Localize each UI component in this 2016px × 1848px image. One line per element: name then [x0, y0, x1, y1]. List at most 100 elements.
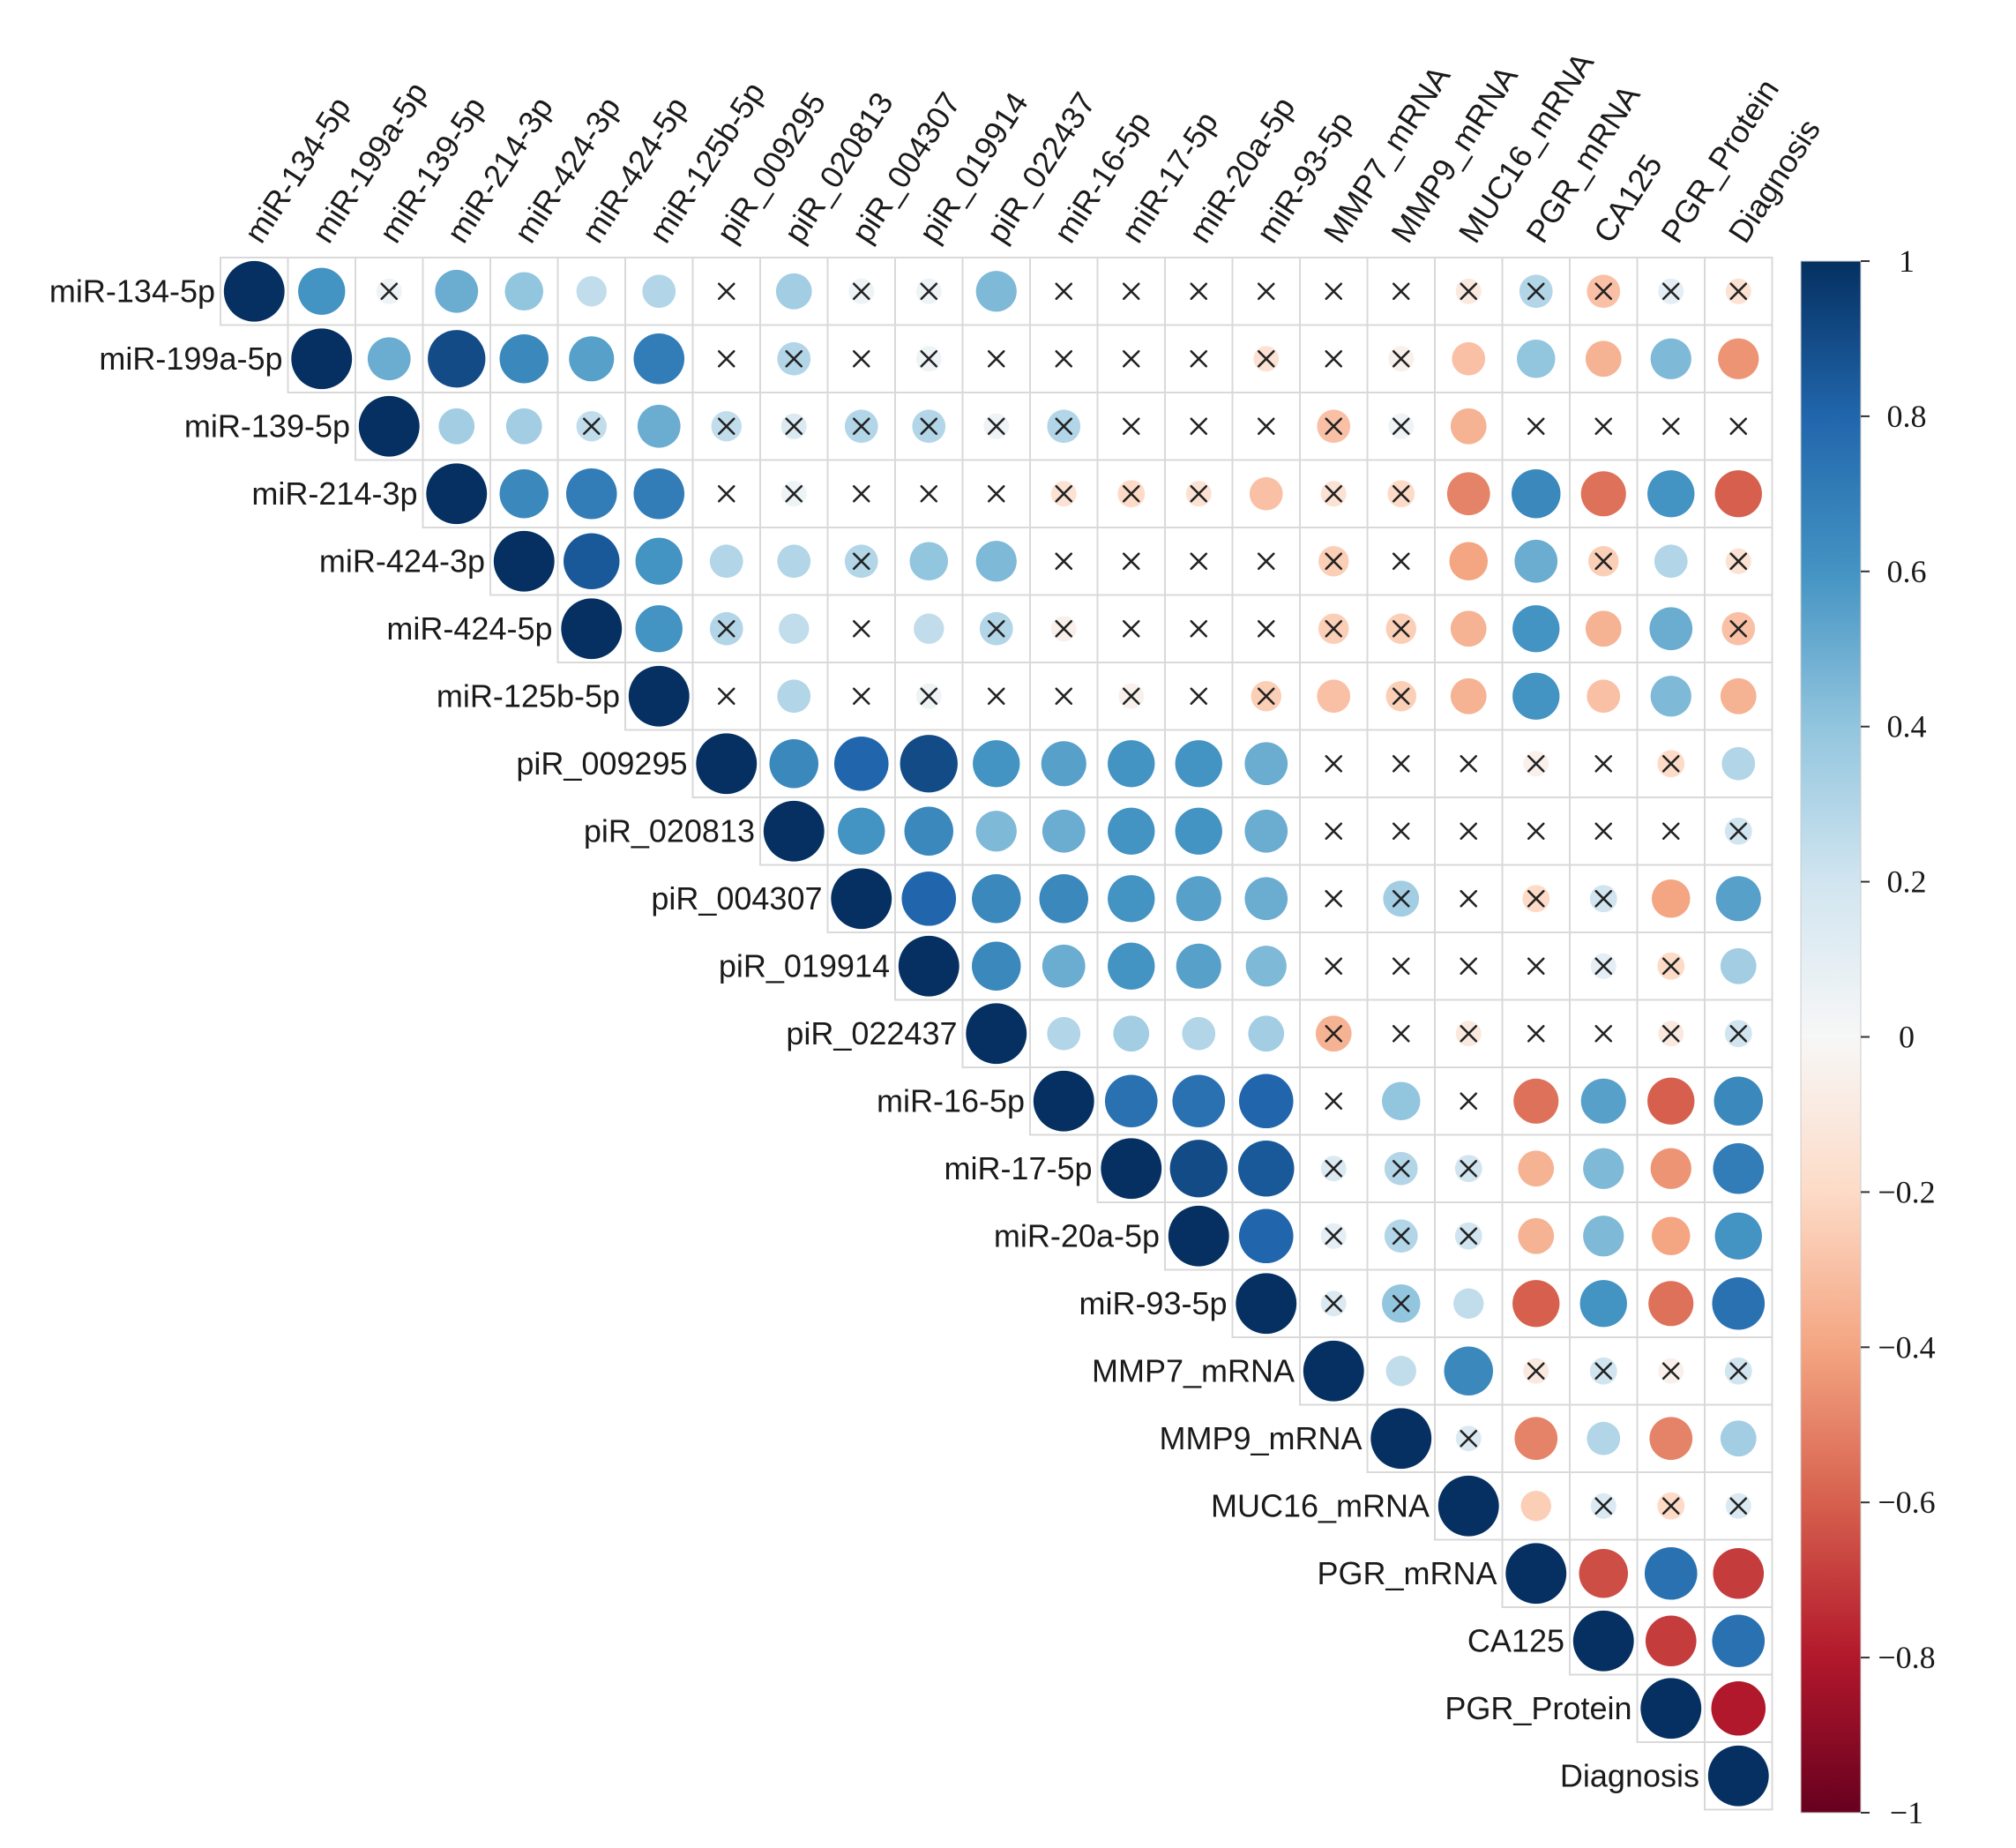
- cell-miR-139-5p-miR-424-3p: [489, 392, 559, 461]
- non-significant-cross-icon: [1055, 552, 1073, 571]
- correlation-circle: [1649, 607, 1693, 651]
- non-significant-cross-icon: [717, 687, 735, 706]
- cell-miR-125b-5p-miR-125b-5p: [624, 662, 694, 731]
- correlation-circle: [973, 740, 1020, 788]
- non-significant-cross-icon: [1392, 889, 1410, 908]
- non-significant-cross-icon: [1325, 282, 1343, 301]
- cell-miR-17-5p-Diagnosis: [1704, 1133, 1773, 1203]
- non-significant-cross-icon: [1190, 417, 1208, 436]
- correlation-circle: [1512, 1280, 1560, 1328]
- non-significant-cross-icon: [852, 349, 870, 368]
- correlation-circle: [1512, 672, 1560, 720]
- non-significant-cross-icon: [920, 687, 938, 706]
- cell-miR-134-5p-miR-199a-5p: [287, 257, 356, 326]
- correlation-circle: [1450, 677, 1487, 715]
- cell-miR-17-5p-PGR_Protein: [1636, 1133, 1706, 1203]
- cell-PGR_Protein-PGR_Protein: [1636, 1673, 1706, 1743]
- cell-piR_022437-miR-93-5p: [1231, 999, 1301, 1068]
- correlation-circle: [1108, 807, 1155, 855]
- colorbar-legend: 1 0.8 0.6 0.4 0.2 0 −0.2 −0.4 −0.6 −0.8 −1: [1800, 243, 1936, 1830]
- non-significant-cross-icon: [1527, 1024, 1545, 1043]
- non-significant-cross-icon: [717, 349, 735, 368]
- cell-miR-17-5p-MMP7_mRNA: [1299, 1133, 1369, 1203]
- cell-piR_009295-piR_019914: [894, 729, 964, 798]
- non-significant-cross-icon: [1055, 484, 1073, 503]
- colorbar-tick-label: −0.4: [1878, 1329, 1935, 1365]
- non-significant-cross-icon: [1392, 822, 1410, 841]
- cell-miR-93-5p-PGR_Protein: [1636, 1268, 1706, 1338]
- cell-piR_009295-piR_022437: [961, 729, 1031, 798]
- cell-miR-424-5p-MUC16_mRNA: [1434, 594, 1504, 663]
- non-significant-cross-icon: [1661, 822, 1680, 841]
- cell-miR-199a-5p-miR-125b-5p: [624, 324, 694, 393]
- correlation-circle: [1381, 1081, 1421, 1121]
- non-significant-cross-icon: [1392, 1227, 1410, 1246]
- cell-miR-214-3p-miR-16-5p: [1029, 459, 1099, 528]
- cell-miR-125b-5p-MMP9_mRNA: [1366, 662, 1436, 731]
- cell-piR_022437-piR_022437: [961, 999, 1031, 1068]
- correlation-circle: [1047, 1016, 1081, 1051]
- cell-miR-424-5p-PGR_Protein: [1636, 594, 1706, 663]
- colorbar-tick-label: 0.2: [1887, 864, 1927, 900]
- cell-miR-199a-5p-miR-424-3p: [489, 324, 559, 393]
- correlation-circle: [1108, 875, 1155, 923]
- row-label: piR_022437: [786, 1015, 957, 1051]
- cell-miR-134-5p-miR-16-5p: [1029, 257, 1099, 326]
- cell-MUC16_mRNA-PGR_Protein: [1636, 1471, 1706, 1541]
- cell-miR-424-3p-miR-424-3p: [489, 527, 559, 596]
- correlation-circle: [709, 544, 743, 579]
- correlation-circle: [1444, 1346, 1493, 1395]
- cell-piR_009295-CA125: [1569, 729, 1639, 798]
- non-significant-cross-icon: [1460, 822, 1478, 841]
- non-significant-cross-icon: [1325, 822, 1343, 841]
- correlation-circle: [904, 806, 953, 856]
- cell-piR_019914-MMP9_mRNA: [1366, 931, 1436, 1001]
- correlation-circle: [1518, 1217, 1555, 1254]
- cell-miR-424-5p-Diagnosis: [1704, 594, 1773, 663]
- row-label: piR_009295: [516, 745, 687, 782]
- correlation-circle: [1707, 1745, 1769, 1807]
- cell-miR-134-5p-MMP9_mRNA: [1366, 257, 1436, 326]
- cell-miR-424-5p-PGR_mRNA: [1501, 594, 1571, 663]
- cell-box: [1096, 324, 1166, 393]
- cell-miR-93-5p-MMP7_mRNA: [1299, 1268, 1369, 1338]
- cell-piR_009295-piR_020813: [759, 729, 829, 798]
- non-significant-cross-icon: [1055, 282, 1073, 301]
- cell-miR-16-5p-MMP7_mRNA: [1299, 1066, 1369, 1136]
- cell-miR-214-3p-piR_009295: [691, 459, 761, 528]
- cell-miR-139-5p-miR-16-5p: [1029, 392, 1099, 461]
- correlation-circle: [633, 468, 685, 520]
- cell-piR_022437-miR-20a-5p: [1164, 999, 1234, 1068]
- correlation-circle: [1587, 1421, 1621, 1455]
- correlation-circle: [223, 260, 285, 322]
- non-significant-cross-icon: [1661, 1362, 1680, 1380]
- non-significant-cross-icon: [1460, 957, 1478, 976]
- non-significant-cross-icon: [1729, 552, 1748, 571]
- cell-miR-16-5p-PGR_mRNA: [1501, 1066, 1571, 1136]
- non-significant-cross-icon: [1527, 957, 1545, 976]
- correlation-circle: [1238, 1208, 1294, 1264]
- row-label: miR-424-3p: [319, 542, 485, 579]
- cell-piR_009295-MMP9_mRNA: [1366, 729, 1436, 798]
- correlation-circle: [1238, 1141, 1295, 1197]
- cell-MUC16_mRNA-PGR_mRNA: [1501, 1471, 1571, 1541]
- cell-piR_020813-PGR_Protein: [1636, 797, 1706, 866]
- cell-miR-17-5p-miR-17-5p: [1096, 1133, 1166, 1203]
- correlation-circle: [1640, 1678, 1702, 1740]
- cell-piR_020813-piR_004307: [826, 797, 896, 866]
- non-significant-cross-icon: [1729, 282, 1748, 301]
- cell-miR-424-5p-piR_004307: [826, 594, 896, 663]
- cell-miR-424-3p-piR_019914: [894, 527, 964, 596]
- correlation-circle: [1453, 1288, 1484, 1319]
- non-significant-cross-icon: [1392, 1024, 1410, 1043]
- row-label: miR-214-3p: [251, 475, 417, 512]
- non-significant-cross-icon: [785, 349, 803, 368]
- cell-miR-139-5p-piR_004307: [826, 392, 896, 461]
- non-significant-cross-icon: [1527, 1362, 1545, 1380]
- correlation-circle: [635, 605, 683, 653]
- non-significant-cross-icon: [987, 687, 1005, 706]
- cell-miR-424-5p-piR_019914: [894, 594, 964, 663]
- cell-piR_020813-MUC16_mRNA: [1434, 797, 1504, 866]
- correlation-circle: [1520, 1491, 1551, 1522]
- cell-miR-214-3p-Diagnosis: [1704, 459, 1773, 528]
